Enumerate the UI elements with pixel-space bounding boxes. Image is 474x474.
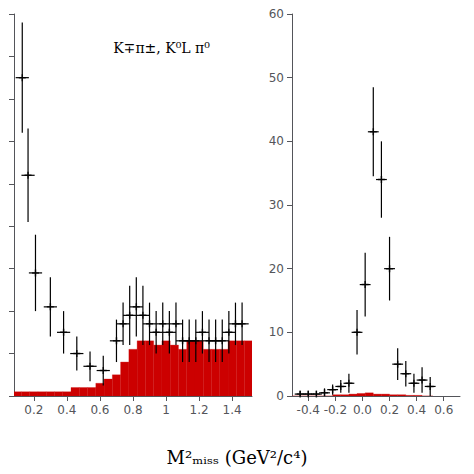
svg-text:0: 0 (276, 389, 284, 403)
svg-text:10: 10 (269, 325, 284, 339)
svg-text:40: 40 (269, 134, 284, 148)
svg-text:K∓π±, K⁰L π⁰: K∓π±, K⁰L π⁰ (113, 40, 210, 56)
svg-text:0.8: 0.8 (123, 403, 142, 417)
svg-text:0.2: 0.2 (24, 403, 43, 417)
svg-text:-0.2: -0.2 (324, 403, 347, 417)
svg-text:0.0: 0.0 (353, 403, 372, 417)
svg-text:1.2: 1.2 (190, 403, 209, 417)
svg-text:0.4: 0.4 (57, 403, 76, 417)
svg-text:-0.4: -0.4 (297, 403, 320, 417)
svg-text:30: 30 (269, 198, 284, 212)
svg-text:0.4: 0.4 (407, 403, 426, 417)
svg-text:20: 20 (269, 262, 284, 276)
svg-text:1.4: 1.4 (223, 403, 242, 417)
svg-text:0.6: 0.6 (434, 403, 453, 417)
svg-text:0.6: 0.6 (90, 403, 109, 417)
svg-text:50: 50 (269, 71, 284, 85)
svg-text:60: 60 (269, 7, 284, 21)
svg-text:1: 1 (162, 403, 170, 417)
svg-text:M²ₘᵢₛₛ (GeV²/c⁴): M²ₘᵢₛₛ (GeV²/c⁴) (167, 447, 308, 468)
svg-text:0.2: 0.2 (380, 403, 399, 417)
